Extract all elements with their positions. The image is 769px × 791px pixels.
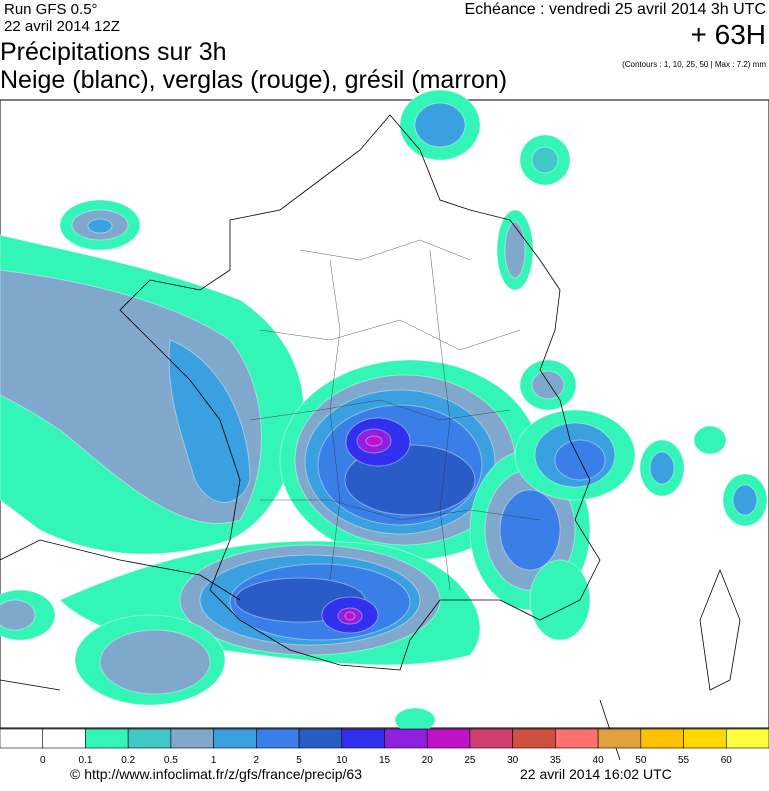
lead-time: + 63H [691,19,767,50]
legend-swatch [341,728,385,749]
legend-swatch [85,728,129,749]
country-borders [0,114,741,761]
source-url: © http://www.infoclimat.fr/z/gfs/france/… [70,766,362,782]
legend-swatch [0,728,44,749]
legend-swatch [640,728,684,749]
legend-swatch [597,728,642,749]
legend-swatch [298,728,343,749]
legend-label: 0 [40,755,46,766]
legend-swatch [512,728,556,749]
run-date: 22 avril 2014 12Z [4,18,120,35]
legend-swatch [213,728,257,749]
legend-label: 10 [336,755,348,766]
generated-time: 22 avril 2014 16:02 UTC [520,766,672,782]
legend-label: 0.2 [121,755,135,766]
legend-swatch [725,728,769,749]
legend-swatch [127,728,172,749]
legend-label: 1 [211,755,217,766]
valid-time: Echéance : vendredi 25 avril 2014 3h UTC [464,1,766,18]
legend-label: 0.1 [78,755,92,766]
legend: 0 0.1 0.2 0.5 1 2 5 10 15 20 25 30 35 40 50 55 60 [0,728,769,766]
subtitle: Neige (blanc), verglas (rouge), grésil (… [0,66,507,94]
legend-label: 25 [464,755,476,766]
run-label: Run GFS 0.5° [4,1,98,18]
legend-label: 5 [296,755,302,766]
legend-label: 55 [678,755,690,766]
legend-label: 60 [721,755,733,766]
region-borders [249,239,541,591]
legend-label: 35 [550,755,562,766]
legend-swatch [683,728,727,749]
legend-label: 30 [507,755,519,766]
legend-swatch [170,728,214,749]
legend-label: 0.5 [164,755,178,766]
map [0,89,769,761]
legend-label: 2 [254,755,260,766]
legend-label: 50 [635,755,647,766]
legend-swatch [555,728,599,749]
legend-swatch [384,728,428,749]
legend-label: 20 [422,755,434,766]
legend-swatch [469,728,513,749]
legend-label: 40 [593,755,605,766]
legend-swatch [256,728,300,749]
legend-label: 15 [379,755,391,766]
legend-swatch [42,728,86,749]
title: Précipitations sur 3h [0,38,227,66]
precip-field [0,89,768,733]
legend-swatch [426,728,471,749]
contours-note: (Contours : 1, 10, 25, 50 | Max : 7.2) m… [622,60,766,69]
